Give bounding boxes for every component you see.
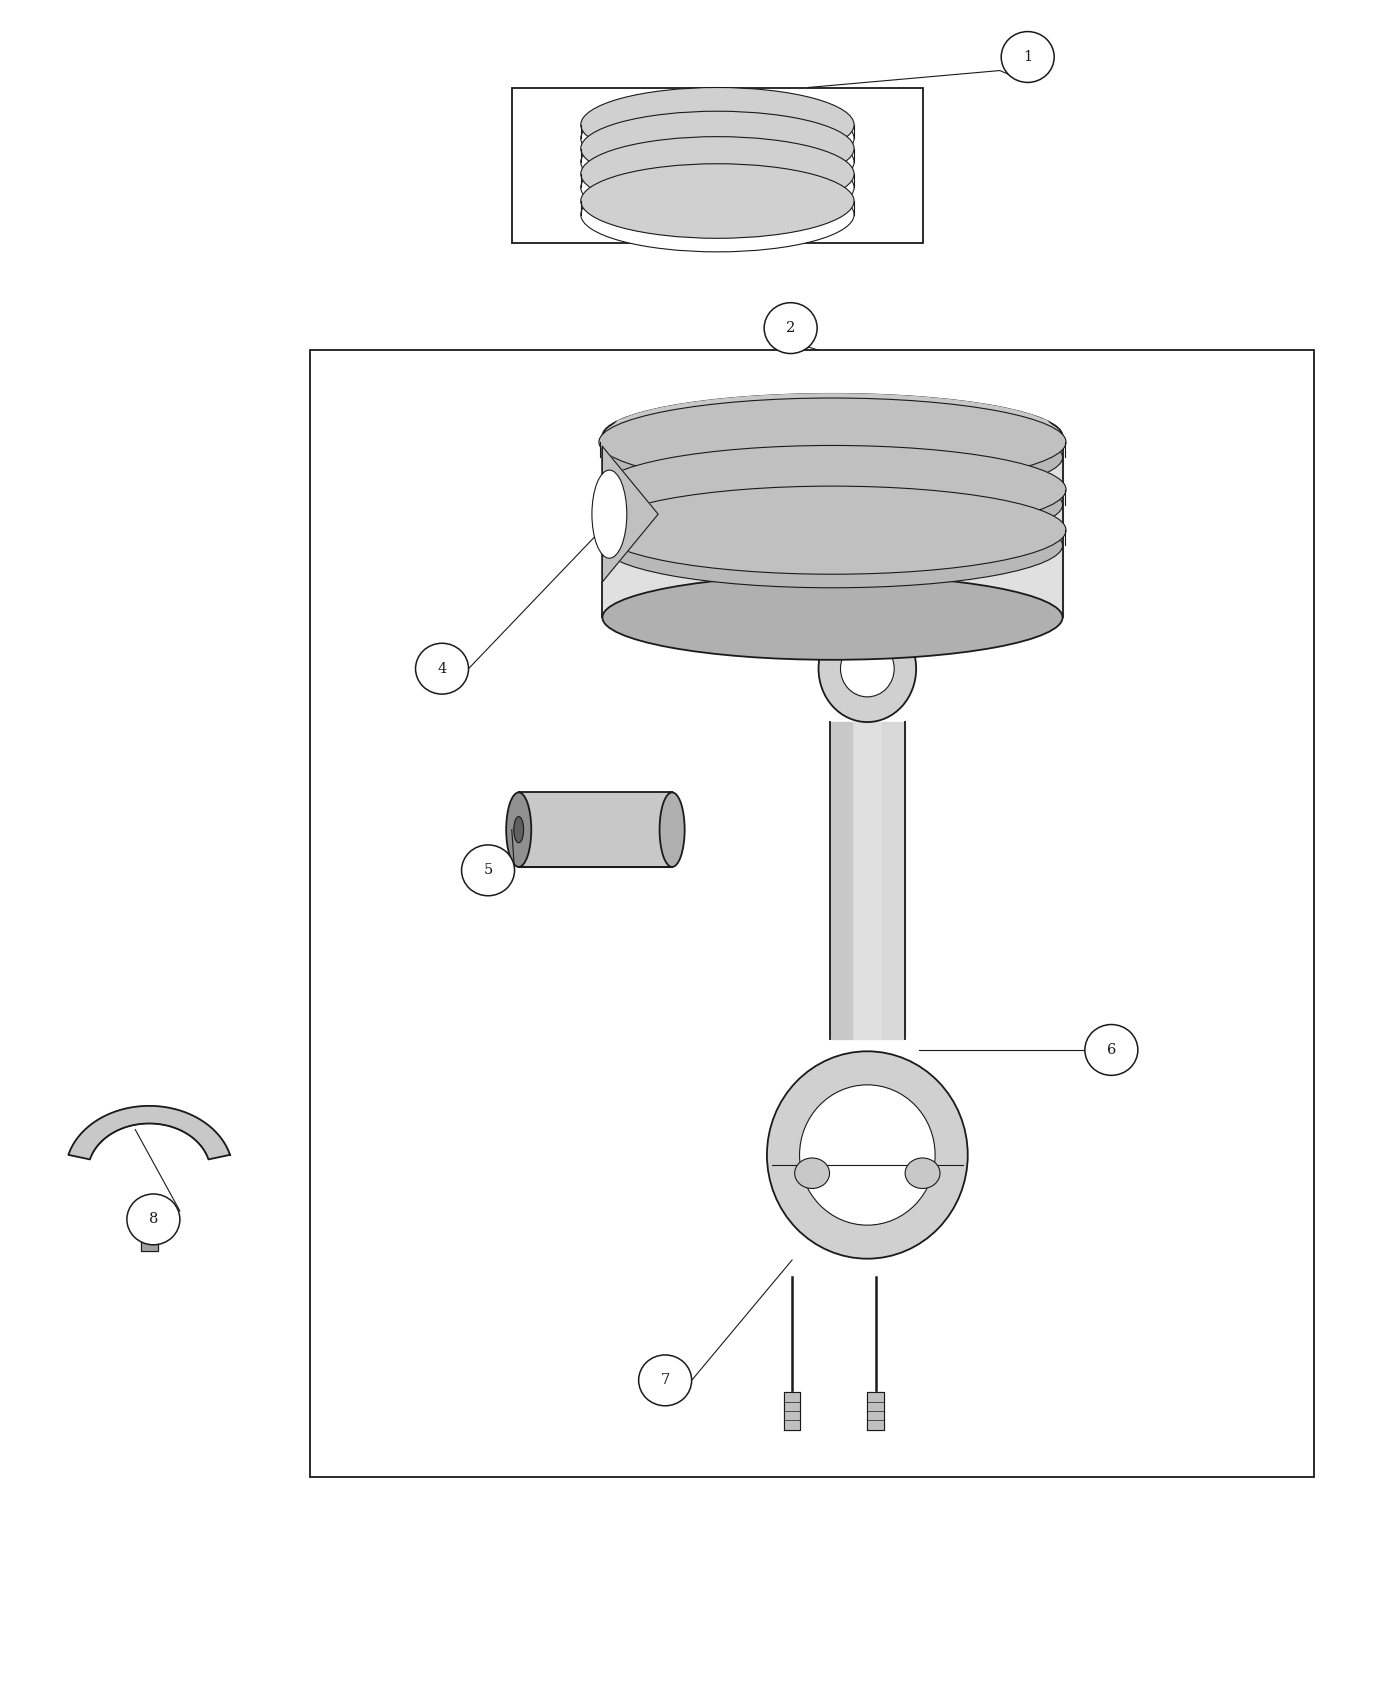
Ellipse shape xyxy=(462,845,515,896)
Ellipse shape xyxy=(602,415,1063,500)
Polygon shape xyxy=(853,722,882,1039)
Text: 4: 4 xyxy=(437,661,447,675)
Polygon shape xyxy=(69,1107,230,1159)
Ellipse shape xyxy=(602,575,1063,660)
Ellipse shape xyxy=(602,503,1063,588)
Polygon shape xyxy=(602,394,1063,479)
Ellipse shape xyxy=(767,1051,967,1258)
Ellipse shape xyxy=(599,486,1065,575)
Ellipse shape xyxy=(659,792,685,867)
Ellipse shape xyxy=(592,471,627,558)
Ellipse shape xyxy=(819,615,916,722)
Polygon shape xyxy=(830,722,853,1039)
Ellipse shape xyxy=(581,110,854,185)
Text: 7: 7 xyxy=(661,1374,669,1387)
Polygon shape xyxy=(868,1392,883,1430)
Ellipse shape xyxy=(416,643,469,694)
Bar xyxy=(512,87,923,243)
Ellipse shape xyxy=(581,150,854,224)
Polygon shape xyxy=(602,447,658,581)
Ellipse shape xyxy=(514,816,524,843)
Ellipse shape xyxy=(581,124,854,199)
Ellipse shape xyxy=(581,87,854,162)
Ellipse shape xyxy=(764,303,818,354)
Ellipse shape xyxy=(127,1193,179,1244)
Ellipse shape xyxy=(795,1158,830,1188)
Ellipse shape xyxy=(581,177,854,252)
Ellipse shape xyxy=(1001,32,1054,82)
Ellipse shape xyxy=(602,394,1063,479)
Ellipse shape xyxy=(906,1158,939,1188)
Ellipse shape xyxy=(1085,1025,1138,1076)
Ellipse shape xyxy=(638,1355,692,1406)
Text: 1: 1 xyxy=(1023,49,1032,65)
Polygon shape xyxy=(602,437,1063,617)
Polygon shape xyxy=(882,722,904,1039)
Ellipse shape xyxy=(602,462,1063,547)
Ellipse shape xyxy=(581,163,854,238)
Ellipse shape xyxy=(581,136,854,211)
Text: 8: 8 xyxy=(148,1212,158,1226)
Bar xyxy=(309,350,1313,1477)
Text: 5: 5 xyxy=(483,864,493,877)
Ellipse shape xyxy=(799,1085,935,1226)
Text: 6: 6 xyxy=(1106,1042,1116,1057)
Polygon shape xyxy=(141,1221,158,1251)
Ellipse shape xyxy=(599,398,1065,486)
Ellipse shape xyxy=(599,445,1065,534)
Ellipse shape xyxy=(840,641,895,697)
Ellipse shape xyxy=(581,100,854,175)
Polygon shape xyxy=(784,1392,801,1430)
Polygon shape xyxy=(519,792,672,867)
Text: 2: 2 xyxy=(785,321,795,335)
Ellipse shape xyxy=(507,792,531,867)
